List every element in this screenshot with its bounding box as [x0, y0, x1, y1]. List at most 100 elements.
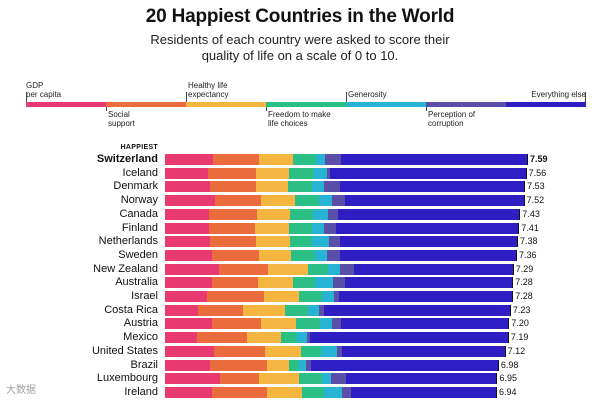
bar-segment-social [211, 318, 262, 330]
bar-segment-generosity [314, 249, 328, 261]
bar-segment-social [209, 236, 257, 248]
bar-segment-generosity [319, 195, 333, 207]
bar-segment-health [246, 332, 282, 344]
bar-segment-generosity [319, 318, 333, 330]
bar-segment-gdp [165, 359, 211, 371]
country-label: Iceland [122, 166, 158, 179]
legend-tick [26, 92, 27, 102]
bar-segment-everything [310, 332, 509, 344]
bar-segment-gdp [165, 249, 213, 261]
country-label: Australia [115, 276, 158, 289]
score-label: 7.28 [512, 291, 533, 302]
chart-title: 20 Happiest Countries in the World [145, 6, 455, 27]
bar-segment-social [212, 154, 260, 165]
bar-iceland [165, 167, 527, 179]
score-label: 7.56 [525, 167, 546, 179]
bar-segment-freedom [292, 277, 316, 289]
bar-segment-health [256, 167, 290, 179]
bar-segment-generosity [307, 304, 320, 316]
legend-tick [186, 92, 187, 102]
score-label: 7.23 [509, 304, 530, 316]
country-label: Canada [119, 207, 158, 220]
bar-segment-health [258, 373, 300, 385]
bar-segment-everything [340, 318, 509, 330]
bar-segment-everything [340, 181, 525, 193]
legend-label-health: Healthy life expectancy [188, 81, 229, 99]
bar-segment-corruption [327, 208, 339, 220]
bar-segment-freedom [290, 236, 313, 248]
bar-segment-freedom [289, 359, 300, 371]
bar-rows: Switzerland 7.59 Iceland 7.56 Denmark 7.53 Nor… [0, 152, 600, 400]
bar-segment-gdp [165, 332, 198, 344]
bar-segment-everything [338, 208, 520, 220]
country-label: Ireland [124, 385, 158, 398]
score-label: 7.29 [512, 263, 533, 275]
bar-segment-freedom [289, 208, 314, 220]
bar-segment-health [264, 345, 302, 357]
bar-segment-generosity [296, 332, 308, 344]
bar-segment-generosity [312, 208, 329, 220]
bar-segment-corruption [331, 373, 347, 385]
country-label: Norway [120, 194, 158, 207]
bar-segment-health [256, 236, 291, 248]
bar-segment-health [258, 277, 294, 289]
bar-segment-corruption [342, 386, 352, 398]
bar-segment-corruption [325, 154, 342, 165]
bar-segment-generosity [322, 291, 335, 302]
legend-label-everything: Everything else [531, 90, 586, 99]
country-label: Sweden [118, 248, 158, 261]
bar-segment-freedom [289, 167, 315, 179]
bar-switzerland [165, 154, 528, 165]
score-label: 7.38 [516, 236, 538, 248]
bar-segment-freedom [295, 318, 321, 330]
bar-segment-generosity [313, 167, 328, 179]
bar-netherlands [165, 236, 518, 248]
bar-ireland [165, 386, 497, 398]
bar-segment-everything [342, 345, 506, 357]
bar-segment-health [266, 386, 303, 398]
bar-segment-generosity [324, 386, 343, 398]
legend-label-gdp: GDP per capita [26, 81, 62, 99]
bar-segment-health [264, 291, 300, 302]
legend-label-freedom: Freedom to make life choices [268, 110, 331, 128]
bar-segment-social [198, 304, 244, 316]
bar-segment-everything [354, 263, 514, 275]
bar-norway [165, 195, 525, 207]
bar-segment-corruption [326, 249, 341, 261]
bar-segment-generosity [312, 181, 325, 193]
bar-mexico [165, 332, 509, 344]
country-label: Luxembourg [96, 372, 158, 385]
bar-segment-corruption [332, 195, 346, 207]
bar-segment-everything [340, 154, 528, 165]
legend-label-generosity: Generosity [348, 90, 387, 99]
bar-sweden [165, 249, 517, 261]
bar-segment-freedom [301, 386, 325, 398]
bar-segment-everything [344, 277, 513, 289]
bar-segment-social [209, 208, 258, 220]
legend-swatch-gdp [26, 102, 106, 107]
legend-label-corruption: Perception of corruption [428, 110, 476, 128]
bar-segment-corruption [332, 277, 346, 289]
legend: GDP per capita Social support Healthy life… [26, 78, 586, 138]
bar-segment-everything [335, 222, 519, 234]
score-label: 7.59 [527, 154, 548, 165]
bar-segment-freedom [291, 249, 316, 261]
score-label: 7.36 [516, 249, 537, 261]
bar-united-states [165, 345, 506, 357]
bar-segment-health [256, 208, 291, 220]
bar-segment-social [215, 195, 262, 207]
bar-segment-health [258, 249, 292, 261]
bar-segment-generosity [316, 154, 326, 165]
score-label: 7.12 [504, 345, 525, 357]
bar-segment-corruption [334, 291, 340, 302]
bar-segment-freedom [292, 154, 317, 165]
score-label: 7.28 [512, 277, 533, 289]
bar-segment-gdp [165, 386, 213, 398]
bar-segment-freedom [288, 181, 313, 193]
bar-segment-gdp [165, 263, 220, 275]
bar-segment-social [206, 291, 265, 302]
legend-tick [585, 92, 586, 102]
country-label: Austria [123, 317, 158, 330]
bar-segment-freedom [294, 195, 320, 207]
legend-swatch-corruption [426, 102, 506, 107]
